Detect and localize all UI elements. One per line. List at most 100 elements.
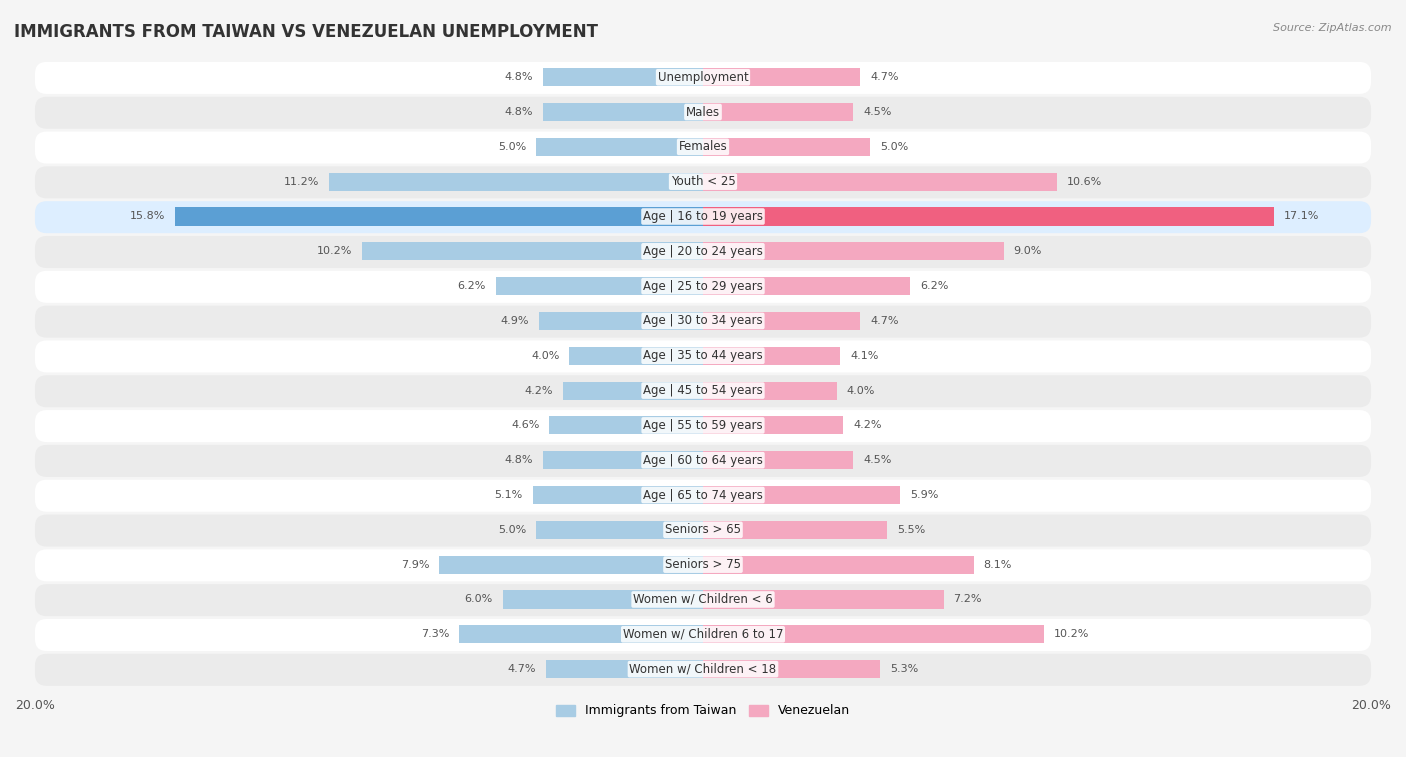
Text: Women w/ Children < 18: Women w/ Children < 18 [630,662,776,675]
Text: 4.9%: 4.9% [501,316,529,326]
FancyBboxPatch shape [35,550,1371,581]
Text: 15.8%: 15.8% [129,211,166,222]
Text: Age | 65 to 74 years: Age | 65 to 74 years [643,488,763,502]
Text: 4.2%: 4.2% [853,420,882,431]
Text: 10.6%: 10.6% [1067,176,1102,187]
Legend: Immigrants from Taiwan, Venezuelan: Immigrants from Taiwan, Venezuelan [551,699,855,722]
Text: 4.2%: 4.2% [524,385,553,396]
FancyBboxPatch shape [35,584,1371,616]
FancyBboxPatch shape [35,445,1371,477]
Text: Women w/ Children < 6: Women w/ Children < 6 [633,593,773,606]
Bar [533,486,703,504]
Bar [569,347,703,365]
Bar [543,103,703,121]
Bar [502,590,703,609]
FancyBboxPatch shape [35,654,1371,686]
Text: Source: ZipAtlas.com: Source: ZipAtlas.com [1274,23,1392,33]
Bar [703,486,900,504]
Text: Youth < 25: Youth < 25 [671,175,735,188]
FancyBboxPatch shape [35,271,1371,303]
Bar [546,660,703,678]
FancyBboxPatch shape [35,306,1371,338]
Text: 7.2%: 7.2% [953,594,981,605]
Text: IMMIGRANTS FROM TAIWAN VS VENEZUELAN UNEMPLOYMENT: IMMIGRANTS FROM TAIWAN VS VENEZUELAN UNE… [14,23,598,41]
Bar [703,312,860,330]
Text: Males: Males [686,105,720,119]
Text: 4.5%: 4.5% [863,107,891,117]
Text: Age | 25 to 29 years: Age | 25 to 29 years [643,279,763,293]
Text: 5.3%: 5.3% [890,664,918,674]
FancyBboxPatch shape [35,132,1371,164]
Text: Age | 45 to 54 years: Age | 45 to 54 years [643,384,763,397]
Bar [703,590,943,609]
Text: 4.7%: 4.7% [870,72,898,83]
Bar [703,173,1057,191]
FancyBboxPatch shape [35,236,1371,268]
Text: 6.2%: 6.2% [920,281,949,291]
Text: 4.7%: 4.7% [870,316,898,326]
Text: 7.3%: 7.3% [420,629,449,640]
Bar [496,277,703,295]
Bar [439,556,703,574]
Text: 4.0%: 4.0% [531,350,560,361]
Bar [176,207,703,226]
FancyBboxPatch shape [35,341,1371,372]
FancyBboxPatch shape [35,619,1371,651]
FancyBboxPatch shape [35,62,1371,94]
Bar [363,242,703,260]
FancyBboxPatch shape [35,515,1371,547]
Text: 11.2%: 11.2% [284,176,319,187]
Bar [703,138,870,156]
Text: 9.0%: 9.0% [1014,246,1042,257]
Text: 4.8%: 4.8% [505,72,533,83]
Bar [703,103,853,121]
Text: 10.2%: 10.2% [1053,629,1090,640]
Bar [703,451,853,469]
Text: 5.0%: 5.0% [880,142,908,152]
Text: 5.1%: 5.1% [495,490,523,500]
Text: 5.0%: 5.0% [498,525,526,535]
Text: 8.1%: 8.1% [984,559,1012,570]
Text: Age | 35 to 44 years: Age | 35 to 44 years [643,349,763,363]
Text: 4.0%: 4.0% [846,385,875,396]
Bar [703,382,837,400]
Text: 4.8%: 4.8% [505,455,533,466]
FancyBboxPatch shape [35,375,1371,407]
Bar [703,416,844,435]
Text: 10.2%: 10.2% [316,246,353,257]
Text: Age | 60 to 64 years: Age | 60 to 64 years [643,453,763,467]
FancyBboxPatch shape [35,480,1371,512]
Text: 5.5%: 5.5% [897,525,925,535]
FancyBboxPatch shape [35,167,1371,198]
Bar [562,382,703,400]
Text: 7.9%: 7.9% [401,559,429,570]
Text: 4.8%: 4.8% [505,107,533,117]
Text: Seniors > 65: Seniors > 65 [665,523,741,537]
Text: Seniors > 75: Seniors > 75 [665,558,741,572]
Text: Women w/ Children 6 to 17: Women w/ Children 6 to 17 [623,628,783,640]
Text: Unemployment: Unemployment [658,70,748,84]
Bar [703,556,973,574]
Text: 6.2%: 6.2% [457,281,486,291]
Bar [703,277,910,295]
Text: Age | 30 to 34 years: Age | 30 to 34 years [643,314,763,328]
Text: Age | 55 to 59 years: Age | 55 to 59 years [643,419,763,432]
Bar [460,625,703,643]
Bar [536,521,703,539]
Text: Age | 16 to 19 years: Age | 16 to 19 years [643,210,763,223]
Bar [329,173,703,191]
Bar [703,660,880,678]
FancyBboxPatch shape [35,410,1371,442]
Text: 6.0%: 6.0% [464,594,492,605]
Text: 4.5%: 4.5% [863,455,891,466]
FancyBboxPatch shape [35,97,1371,129]
Text: 4.6%: 4.6% [510,420,540,431]
Bar [703,521,887,539]
Text: 4.1%: 4.1% [851,350,879,361]
Bar [550,416,703,435]
Bar [703,242,1004,260]
Bar [543,68,703,86]
Bar [536,138,703,156]
Text: Age | 20 to 24 years: Age | 20 to 24 years [643,245,763,258]
FancyBboxPatch shape [35,201,1371,233]
